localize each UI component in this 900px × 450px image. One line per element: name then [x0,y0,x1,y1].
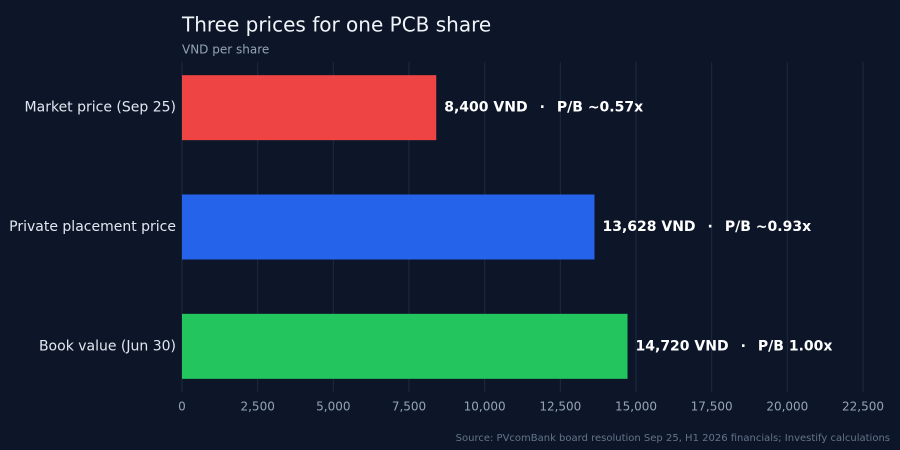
bar [182,75,437,141]
x-tick-label: 20,000 [766,400,808,414]
pb-label: P/B ~0.57x [557,100,643,116]
chart-subtitle: VND per share [182,43,269,57]
pb-label: P/B ~0.93x [725,219,811,235]
bar [182,313,628,379]
y-tick-label: Private placement price [9,219,176,235]
x-tick-label: 12,500 [539,400,581,414]
value-label: 14,720 VND · P/B 1.00x [636,338,833,354]
x-tick-label: 17,500 [691,400,733,414]
y-tick-label: Book value (Jun 30) [39,338,176,354]
x-tick-label: 5,000 [316,400,350,414]
separator: · [708,219,713,235]
x-tick-label: 15,000 [615,400,657,414]
x-tick-label: 22,500 [842,400,884,414]
x-tick-label: 10,000 [464,400,506,414]
source-note: Source: PVcomBank board resolution Sep 2… [456,433,890,444]
value-label: 8,400 VND · P/B ~0.57x [444,100,643,116]
pb-label: P/B 1.00x [758,338,833,354]
x-tick-label: 2,500 [240,400,274,414]
y-tick-label: Market price (Sep 25) [25,100,176,116]
x-tick-label: 0 [178,400,186,414]
separator: · [741,338,746,354]
x-tick-label: 7,500 [392,400,426,414]
chart-title: Three prices for one PCB share [181,13,491,37]
separator: · [540,100,545,116]
value-text: 13,628 VND [602,219,695,235]
value-label: 13,628 VND · P/B ~0.93x [602,219,811,235]
value-text: 14,720 VND [636,338,729,354]
value-text: 8,400 VND [444,100,527,116]
bar [182,194,595,260]
